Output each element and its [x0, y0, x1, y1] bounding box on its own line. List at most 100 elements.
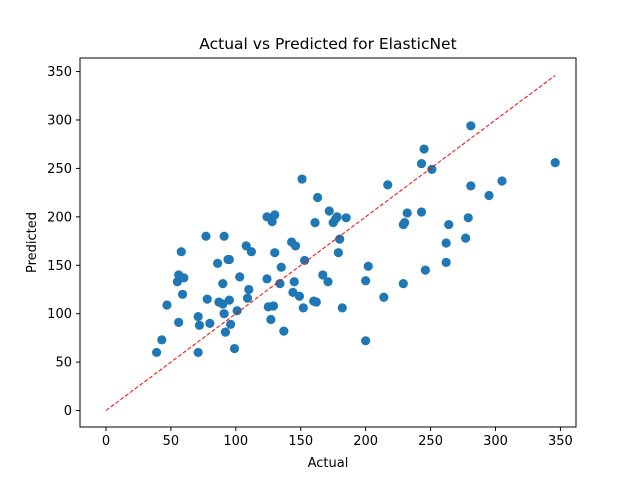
x-tick-label: 350: [548, 434, 573, 449]
data-point: [174, 317, 184, 327]
data-point: [398, 279, 408, 289]
y-tick-label: 150: [47, 259, 72, 274]
x-tick-label: 200: [353, 434, 378, 449]
data-point: [311, 297, 321, 307]
data-point: [179, 273, 189, 283]
data-point: [219, 231, 229, 241]
data-point: [416, 207, 427, 217]
data-point: [289, 277, 299, 287]
data-point: [270, 248, 280, 258]
x-axis-title: Actual: [308, 456, 349, 471]
x-axis: 0 50 100 150 200 250 300 350: [102, 427, 573, 449]
data-point: [235, 272, 245, 282]
x-tick-label: 150: [288, 434, 313, 449]
data-point: [332, 212, 342, 222]
data-point: [152, 347, 162, 358]
data-point: [466, 121, 476, 131]
x-tick-label: 300: [483, 434, 508, 449]
data-point: [262, 274, 272, 284]
data-point: [361, 276, 371, 286]
x-tick-label: 0: [102, 434, 110, 449]
data-point: [202, 294, 212, 304]
data-point: [313, 192, 323, 203]
data-point: [324, 206, 334, 216]
data-point: [270, 210, 280, 220]
y-tick-label: 300: [47, 113, 72, 128]
data-point: [441, 257, 451, 267]
data-point: [400, 218, 410, 228]
data-point: [427, 164, 437, 174]
y-axis-title: Predicted: [25, 212, 40, 273]
data-point: [341, 213, 351, 223]
data-point: [176, 247, 186, 257]
data-point: [402, 208, 412, 218]
data-point: [229, 343, 240, 354]
data-point: [420, 265, 430, 275]
data-point: [298, 303, 308, 313]
chart-title: Actual vs Predicted for ElasticNet: [199, 35, 456, 53]
data-point: [268, 301, 279, 311]
y-axis: 0 50 100 150 200 250 300 350: [47, 65, 80, 419]
data-point: [466, 181, 476, 191]
reference-line: [105, 75, 556, 411]
data-point: [461, 233, 471, 243]
data-point: [497, 176, 507, 186]
data-point: [318, 270, 328, 280]
x-tick-label: 100: [223, 434, 248, 449]
data-point: [218, 279, 228, 289]
data-point: [246, 247, 256, 257]
data-point: [242, 293, 253, 303]
data-point: [232, 306, 242, 316]
data-point: [484, 190, 494, 201]
data-point: [279, 326, 289, 336]
data-point: [276, 262, 286, 272]
data-point: [193, 311, 203, 322]
data-point: [310, 218, 320, 228]
data-point: [177, 289, 188, 299]
data-point: [290, 241, 301, 251]
data-point: [416, 158, 427, 169]
data-point: [294, 291, 305, 301]
data-point: [162, 300, 172, 310]
data-point: [213, 258, 223, 268]
points-layer: [152, 121, 560, 358]
plot-background: [80, 58, 576, 427]
data-point: [194, 320, 205, 330]
data-point: [244, 284, 254, 295]
data-point: [224, 295, 234, 305]
data-point: [219, 309, 229, 319]
data-point: [363, 261, 373, 271]
data-point: [333, 248, 343, 258]
x-tick-label: 50: [163, 434, 180, 449]
y-tick-label: 50: [55, 356, 72, 371]
data-point: [323, 277, 333, 287]
data-point: [224, 254, 234, 265]
y-tick-label: 0: [64, 404, 72, 419]
data-point: [205, 318, 215, 328]
y-tick-label: 200: [47, 210, 72, 225]
plot-area: [79, 57, 577, 428]
data-point: [550, 158, 560, 168]
x-tick-label: 250: [418, 434, 443, 449]
data-point: [201, 231, 211, 241]
y-tick-label: 350: [47, 65, 72, 80]
data-point: [226, 319, 236, 329]
y-tick-label: 100: [47, 307, 72, 322]
data-point: [335, 234, 345, 244]
data-point: [444, 219, 454, 230]
data-point: [220, 327, 231, 337]
data-point: [157, 335, 167, 345]
data-point: [297, 174, 307, 184]
data-point: [383, 180, 393, 190]
data-point: [193, 347, 203, 358]
data-point: [337, 303, 347, 313]
data-point: [300, 255, 310, 266]
data-point: [419, 144, 429, 154]
y-tick-label: 250: [47, 162, 72, 177]
data-point: [463, 213, 473, 223]
data-point: [379, 292, 389, 302]
plot-frame: [79, 57, 577, 428]
data-point: [275, 279, 285, 289]
data-point: [441, 238, 451, 248]
